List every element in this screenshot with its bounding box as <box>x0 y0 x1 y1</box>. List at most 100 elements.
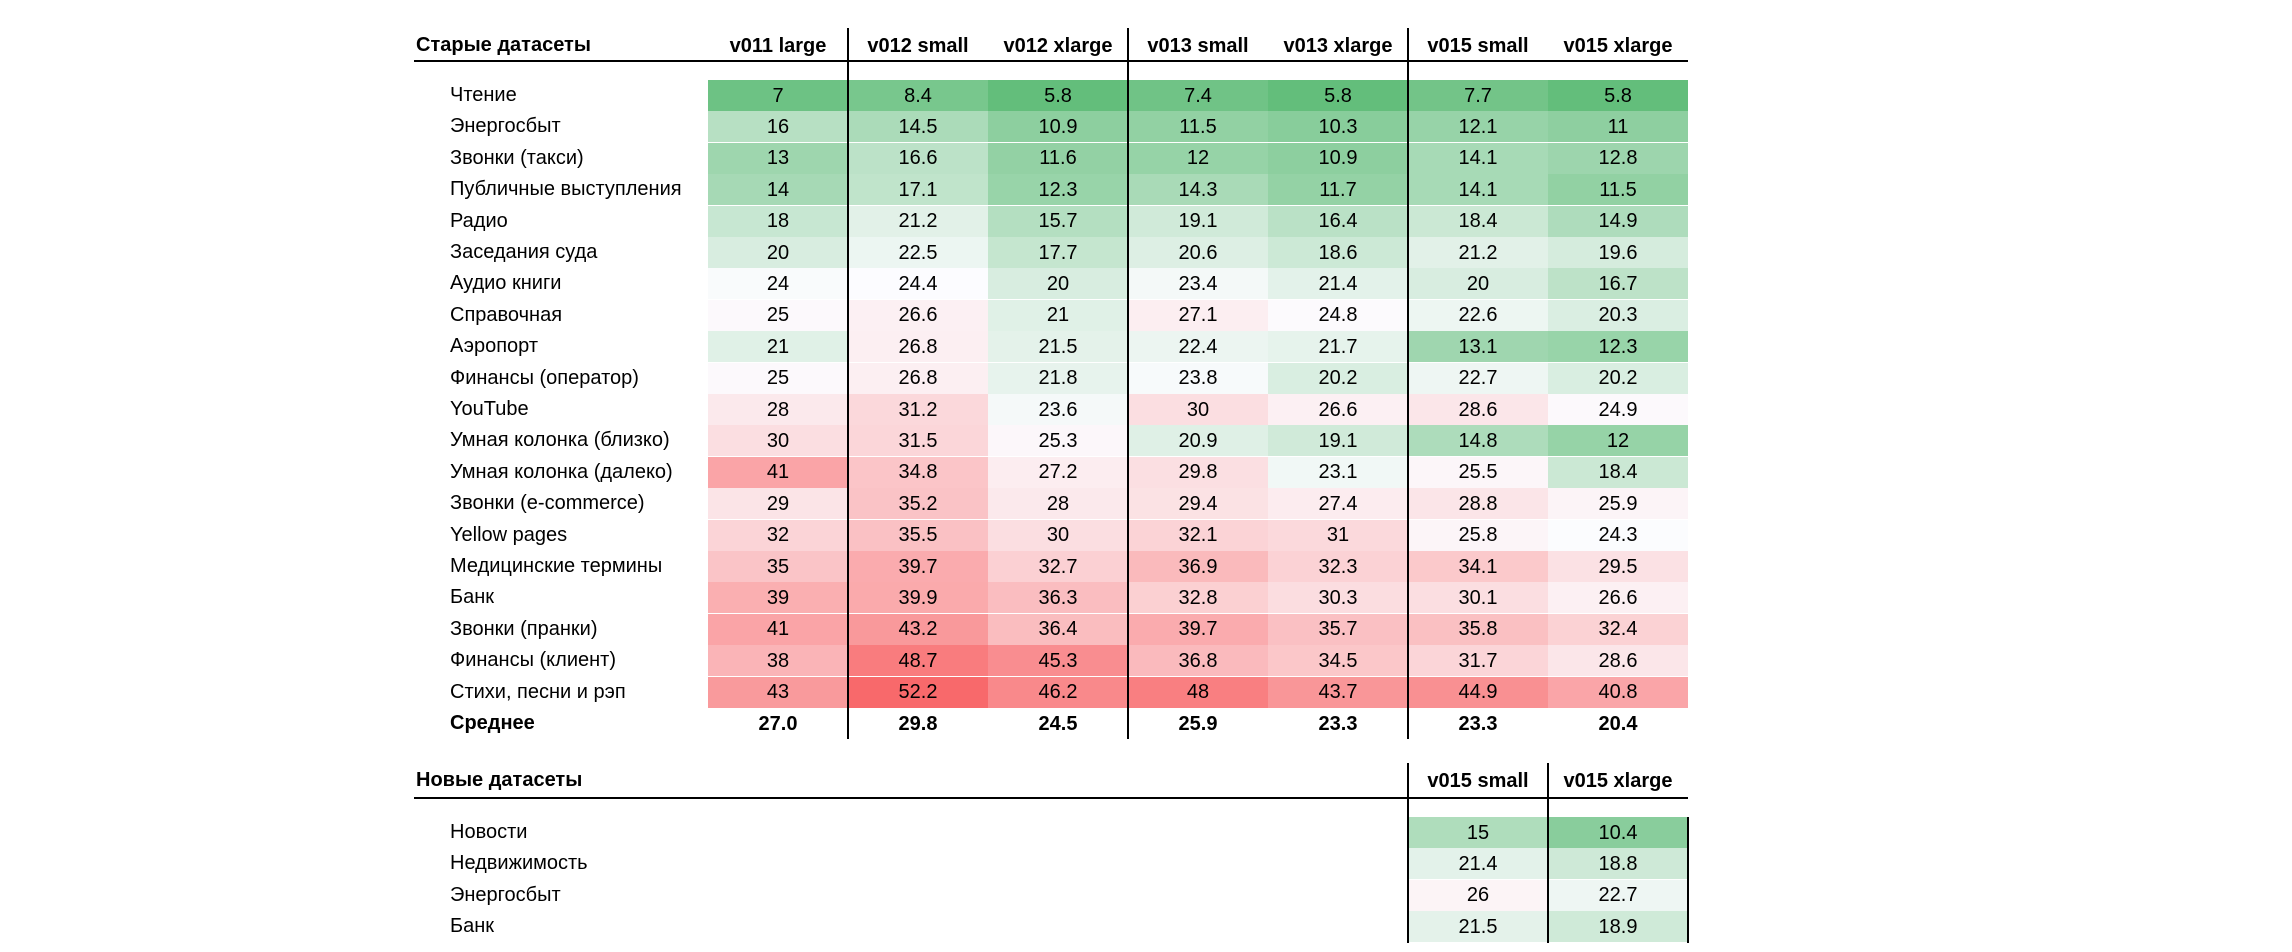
data-cell: 10.9 <box>988 111 1128 143</box>
data-cell: 40.8 <box>1548 676 1688 708</box>
data-cell: 16.4 <box>1268 205 1408 237</box>
data-cell: 16 <box>708 111 848 143</box>
row-label: Умная колонка (далеко) <box>450 460 673 483</box>
data-cell: 21.4 <box>1268 268 1408 300</box>
row-label: Энергосбыт <box>450 883 561 906</box>
data-cell: 26 <box>1408 879 1548 911</box>
data-cell: 30.1 <box>1408 582 1548 614</box>
data-cell: 35.7 <box>1268 613 1408 645</box>
data-cell: 24 <box>708 268 848 300</box>
column-header: v015 small <box>1427 769 1529 792</box>
data-cell: 14 <box>708 174 848 206</box>
data-cell: 48.7 <box>848 645 988 677</box>
data-cell: 30 <box>708 425 848 457</box>
data-cell: 28.8 <box>1408 488 1548 520</box>
data-cell: 32.1 <box>1128 519 1268 551</box>
data-cell: 16.7 <box>1548 268 1688 300</box>
row-label: Заседания суда <box>450 241 598 263</box>
data-cell: 44.9 <box>1408 676 1548 708</box>
data-cell: 22.7 <box>1408 362 1548 394</box>
average-cell: 24.5 <box>1038 712 1078 735</box>
data-cell: 24.4 <box>848 268 988 300</box>
data-cell: 29.4 <box>1128 488 1268 520</box>
data-cell: 12.3 <box>1548 331 1688 363</box>
data-cell: 43 <box>708 676 848 708</box>
data-cell: 10.3 <box>1268 111 1408 143</box>
data-cell: 23.8 <box>1128 362 1268 394</box>
data-cell: 36.8 <box>1128 645 1268 677</box>
row-label: Медицинские термины <box>450 555 663 577</box>
data-cell: 13 <box>708 142 848 174</box>
data-cell: 17.1 <box>848 174 988 206</box>
data-cell: 20.2 <box>1268 362 1408 394</box>
data-cell: 32.8 <box>1128 582 1268 614</box>
data-cell: 14.5 <box>848 111 988 143</box>
data-cell: 34.8 <box>848 456 988 488</box>
row-label: Банк <box>450 915 495 938</box>
data-cell: 35.2 <box>848 488 988 520</box>
data-cell: 5.8 <box>988 80 1128 111</box>
data-cell: 34.5 <box>1268 645 1408 677</box>
data-cell: 20 <box>1408 268 1548 300</box>
data-cell: 19.6 <box>1548 237 1688 268</box>
data-cell: 38 <box>708 645 848 677</box>
column-header: v013 small <box>1147 34 1249 57</box>
data-cell: 48 <box>1128 676 1268 708</box>
data-cell: 14.1 <box>1408 142 1548 174</box>
row-label: Публичные выступления <box>450 178 682 201</box>
data-cell: 39.9 <box>848 582 988 614</box>
data-cell: 30.3 <box>1268 582 1408 614</box>
data-cell: 39 <box>708 582 848 614</box>
average-cell: 27.0 <box>758 712 798 735</box>
column-header: v015 xlarge <box>1563 769 1673 792</box>
data-cell: 25.3 <box>988 425 1128 457</box>
data-cell: 18.4 <box>1548 456 1688 488</box>
row-label: Недвижимость <box>450 852 588 875</box>
data-cell: 14.1 <box>1408 174 1548 206</box>
data-cell: 14.8 <box>1408 425 1548 457</box>
data-cell: 21.5 <box>1408 911 1548 943</box>
row-label: Новости <box>450 821 528 843</box>
row-label: YouTube <box>450 398 529 420</box>
data-cell: 29.5 <box>1548 551 1688 582</box>
data-cell: 19.1 <box>1268 425 1408 457</box>
row-label: Чтение <box>450 84 517 106</box>
data-cell: 28.6 <box>1408 394 1548 425</box>
data-cell: 43.2 <box>848 613 988 645</box>
data-cell: 25.9 <box>1548 488 1688 520</box>
data-cell: 46.2 <box>988 676 1128 708</box>
data-cell: 10.9 <box>1268 142 1408 174</box>
data-cell: 20.2 <box>1548 362 1688 394</box>
data-cell: 24.8 <box>1268 299 1408 331</box>
data-cell: 32.7 <box>988 551 1128 582</box>
data-cell: 29.8 <box>1128 456 1268 488</box>
column-separator <box>1407 763 1409 943</box>
row-label: Энергосбыт <box>450 115 561 138</box>
data-cell: 31.2 <box>848 394 988 425</box>
new-section-title: Новые датасеты <box>416 769 583 791</box>
data-cell: 23.1 <box>1268 456 1408 488</box>
data-cell: 21.5 <box>988 331 1128 363</box>
data-cell: 18.4 <box>1408 205 1548 237</box>
data-cell: 21.8 <box>988 362 1128 394</box>
data-cell: 27.2 <box>988 456 1128 488</box>
row-label: Финансы (оператор) <box>450 366 639 389</box>
data-cell: 12.1 <box>1408 111 1548 143</box>
header-rule <box>414 797 1688 799</box>
data-cell: 36.3 <box>988 582 1128 614</box>
data-cell: 32 <box>708 519 848 551</box>
data-cell: 20.9 <box>1128 425 1268 457</box>
data-cell: 34.1 <box>1408 551 1548 582</box>
data-cell: 21.2 <box>848 205 988 237</box>
data-cell: 39.7 <box>848 551 988 582</box>
column-separator <box>1687 817 1689 943</box>
data-cell: 41 <box>708 613 848 645</box>
row-label: Стихи, песни и рэп <box>450 680 626 703</box>
column-separator <box>1127 28 1129 739</box>
header-rule <box>414 60 1688 62</box>
data-cell: 12 <box>1548 425 1688 457</box>
data-cell: 43.7 <box>1268 676 1408 708</box>
data-cell: 23.4 <box>1128 268 1268 300</box>
row-label: Справочная <box>450 303 563 326</box>
data-cell: 27.1 <box>1128 299 1268 331</box>
